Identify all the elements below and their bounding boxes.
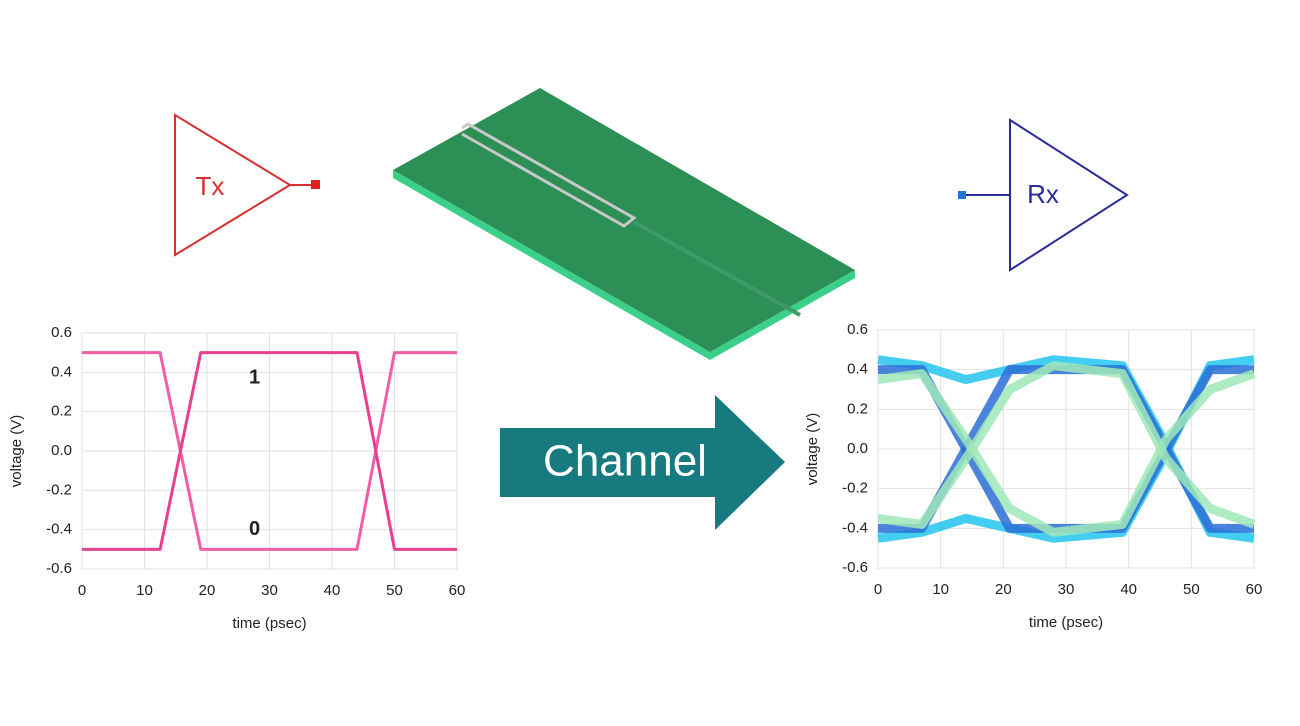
eye-chart: 0 10 20 30 40 50 60 -0.6 -0.4 -0.2 0.0 0.2 0.4 0.6 tim… [804,321,1262,631]
tx-label: Tx [196,171,225,201]
y-tick-label: -0.2 [842,480,868,497]
rx-receiver: Rx [958,118,1129,272]
tx-triangle [174,113,292,257]
x-tick-label: 40 [1120,581,1137,598]
x-tick-label: 10 [136,582,153,599]
arrow-shape [500,395,785,530]
y-tick-label: 0.6 [847,321,868,338]
level-annotation: 1 [249,367,260,389]
y-tick-label: -0.6 [842,559,868,576]
x-tick-label: 50 [1183,581,1200,598]
eye-chart: 0 10 20 30 40 50 60-0.6-0.4-0.20.00.20.40.6tim… [8,324,465,632]
x-tick-label: 0 [874,581,882,598]
level-annotation: 0 [249,518,260,540]
y-tick-label: 0.2 [51,403,72,420]
y-tick-label: 0.2 [847,400,868,417]
x-tick-label: 60 [1246,581,1263,598]
y-tick-label: 0.0 [51,442,72,459]
pcb-top [393,88,855,352]
x-axis-label: time (psec) [1029,614,1103,631]
y-tick-label: 0.4 [51,363,72,380]
y-axis-label: voltage (V) [8,415,25,488]
pcb-trace-shadow [633,220,801,317]
tx-driver: Tx [174,113,320,257]
x-tick-label: 20 [199,582,216,599]
tx-port [311,180,320,189]
eye-trace [82,351,457,551]
x-tick-label: 30 [1058,581,1075,598]
y-tick-label: -0.4 [46,521,72,538]
pcb-board [393,88,855,360]
y-tick-label: 0.4 [847,361,868,378]
channel-arrow: Channel [500,395,785,530]
y-axis-label: voltage (V) [804,413,821,486]
pcb-trace [461,122,637,228]
y-tick-label: 0.6 [51,324,72,341]
y-tick-label: -0.4 [842,519,868,536]
x-tick-label: 0 [78,582,86,599]
y-tick-label: -0.2 [46,481,72,498]
x-tick-label: 30 [261,582,278,599]
x-tick-label: 50 [386,582,403,599]
rx-label: Rx [1027,179,1059,209]
y-tick-label: -0.6 [46,560,72,577]
x-tick-label: 20 [995,581,1012,598]
eye-trace [877,361,1256,529]
rx-port [958,191,966,199]
x-tick-label: 60 [449,582,466,599]
x-axis-label: time (psec) [232,615,306,632]
eye-trace [82,351,457,551]
x-tick-label: 10 [932,581,949,598]
eye-trace [877,369,1256,537]
y-tick-label: 0.0 [847,440,868,457]
channel-label: Channel [543,437,707,486]
x-tick-label: 40 [324,582,341,599]
